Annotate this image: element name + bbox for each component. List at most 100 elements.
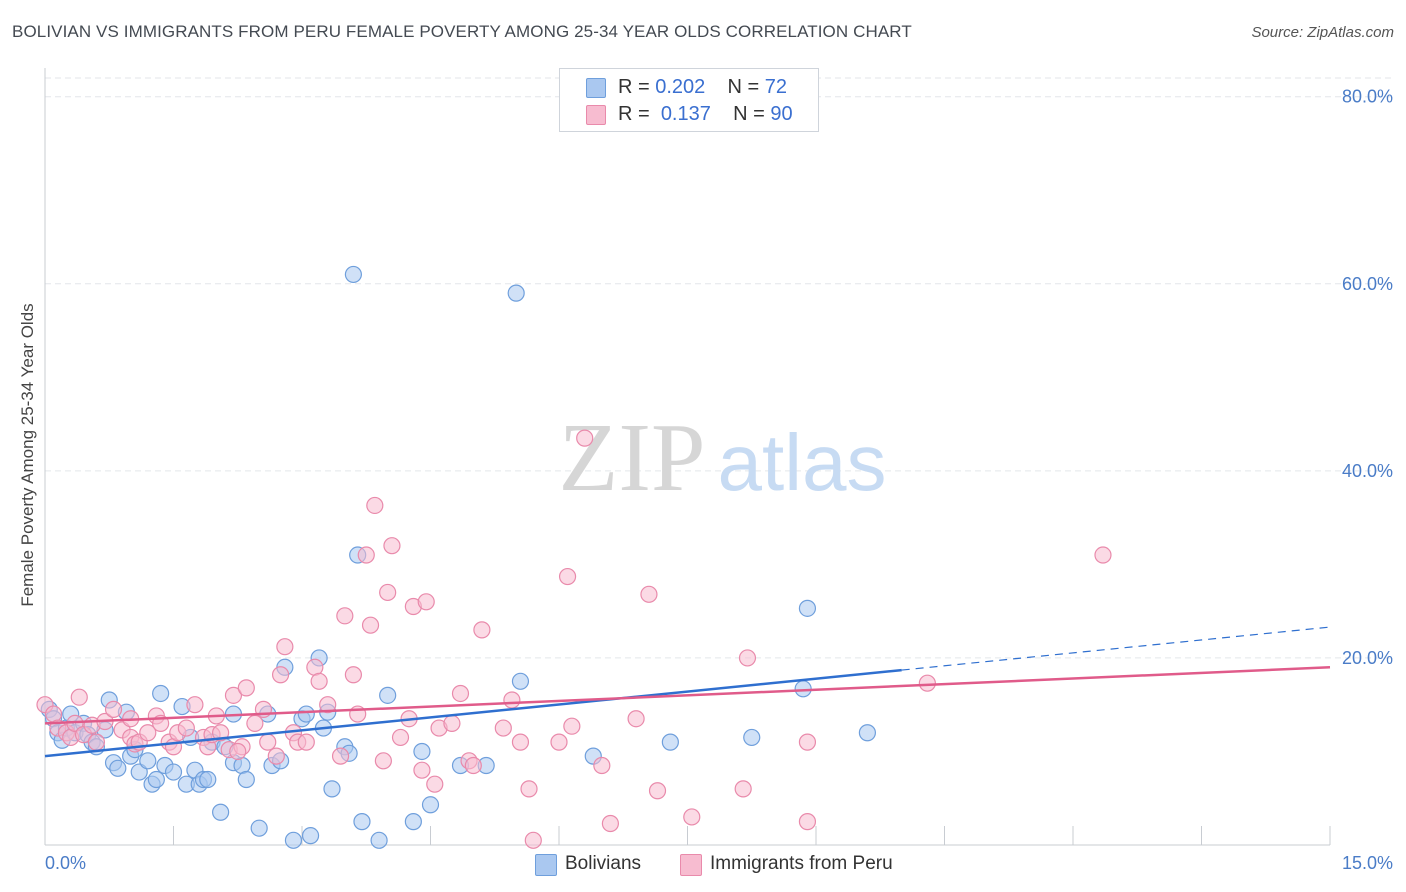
- point-bolivians: [743, 728, 761, 747]
- point-bolivians: [353, 813, 371, 831]
- point-bolivians: [212, 803, 230, 821]
- watermark-zip: ZIP: [559, 404, 706, 512]
- point-peru: [503, 691, 521, 709]
- x-tick-label: 15.0%: [1342, 853, 1393, 873]
- point-peru: [798, 733, 817, 751]
- point-bolivians: [798, 599, 817, 617]
- point-peru: [550, 733, 568, 751]
- point-peru: [70, 688, 88, 706]
- point-peru: [271, 666, 290, 684]
- point-peru: [576, 429, 594, 447]
- trend-lines: [44, 626, 1331, 758]
- point-bolivians: [297, 705, 315, 723]
- n-label: N =: [733, 103, 765, 125]
- point-peru: [627, 710, 645, 728]
- y-tick-labels: 20.0% 40.0% 60.0% 80.0%: [1342, 87, 1393, 668]
- point-bolivians: [794, 680, 812, 698]
- x-tick-label: 0.0%: [45, 853, 86, 873]
- point-peru: [336, 607, 354, 625]
- point-peru: [229, 742, 247, 761]
- trend-line-bolivians-extension: [901, 626, 1331, 671]
- legend-stats-bolivians: R = 0.202 N = 72: [618, 76, 787, 99]
- n-value: 72: [764, 76, 788, 98]
- point-peru: [224, 686, 243, 704]
- point-peru: [344, 666, 362, 684]
- legend-stats-peru: R = 0.137 N = 90: [618, 103, 793, 126]
- y-tick-label: 40.0%: [1342, 461, 1393, 481]
- point-peru: [379, 583, 397, 602]
- r-label: R =: [618, 76, 650, 98]
- point-bolivians: [147, 770, 165, 789]
- point-bolivians: [370, 831, 388, 849]
- point-peru: [738, 649, 757, 667]
- n-value: 90: [770, 103, 793, 125]
- point-bolivians: [511, 672, 530, 690]
- point-bolivians: [344, 265, 362, 284]
- point-peru: [426, 775, 444, 793]
- x-tick-labels: 0.0% 15.0%: [45, 853, 1393, 873]
- point-bolivians: [413, 742, 431, 761]
- y-tick-label: 20.0%: [1342, 648, 1393, 668]
- trend-line-peru: [44, 666, 1331, 725]
- point-peru: [104, 700, 123, 718]
- chart-title: BOLIVIAN VS IMMIGRANTS FROM PERU FEMALE …: [12, 22, 912, 41]
- point-bolivians: [250, 819, 268, 837]
- series-bolivians: [40, 265, 877, 849]
- series-legend: Bolivians Immigrants from Peru: [0, 851, 1406, 879]
- legend-label-peru: Immigrants from Peru: [710, 853, 893, 874]
- legend-swatch-bolivians: [535, 854, 557, 876]
- point-peru: [473, 621, 491, 639]
- r-value: 0.137: [660, 103, 711, 125]
- point-peru: [383, 537, 401, 555]
- point-peru: [177, 719, 195, 737]
- point-peru: [374, 752, 392, 770]
- point-peru: [520, 780, 538, 798]
- point-peru: [443, 714, 461, 733]
- n-label: N =: [727, 76, 760, 98]
- point-bolivians: [301, 827, 320, 845]
- point-bolivians: [152, 684, 170, 703]
- point-peru: [357, 546, 375, 564]
- r-value: 0.202: [655, 76, 706, 98]
- point-peru: [87, 733, 106, 751]
- point-peru: [648, 782, 667, 800]
- legend-swatch-bolivians: [586, 78, 606, 98]
- point-peru: [558, 567, 577, 586]
- legend-swatch-peru: [586, 105, 606, 125]
- point-peru: [310, 672, 328, 690]
- point-peru: [391, 728, 410, 747]
- watermark-atlas: atlas: [718, 418, 887, 507]
- point-peru: [186, 696, 204, 714]
- point-peru: [683, 808, 701, 826]
- point-peru: [246, 714, 264, 733]
- point-peru: [276, 638, 294, 656]
- point-peru: [139, 724, 157, 742]
- r-label: R =: [618, 103, 650, 125]
- point-peru: [319, 696, 337, 714]
- point-peru: [413, 761, 431, 779]
- point-peru: [524, 831, 542, 849]
- point-peru: [593, 756, 611, 775]
- point-peru: [1094, 546, 1112, 564]
- legend-label-bolivians: Bolivians: [565, 853, 642, 874]
- correlation-legend: R = 0.202 N = 72 R = 0.137 N = 90: [559, 68, 819, 132]
- point-peru: [212, 724, 230, 742]
- point-peru: [734, 780, 752, 798]
- point-bolivians: [109, 759, 127, 777]
- point-peru: [417, 593, 435, 611]
- trend-line-bolivians: [44, 668, 902, 758]
- point-bolivians: [323, 780, 341, 798]
- legend-swatch-peru: [680, 854, 702, 876]
- point-bolivians: [284, 831, 303, 849]
- grid-lines: [45, 77, 1395, 659]
- point-bolivians: [379, 686, 397, 704]
- point-peru: [601, 814, 620, 833]
- point-peru: [361, 616, 380, 634]
- point-bolivians: [139, 752, 157, 770]
- point-bolivians: [507, 284, 525, 302]
- point-peru: [331, 747, 350, 765]
- point-peru: [297, 733, 315, 751]
- point-bolivians: [858, 724, 877, 742]
- point-peru: [640, 585, 658, 603]
